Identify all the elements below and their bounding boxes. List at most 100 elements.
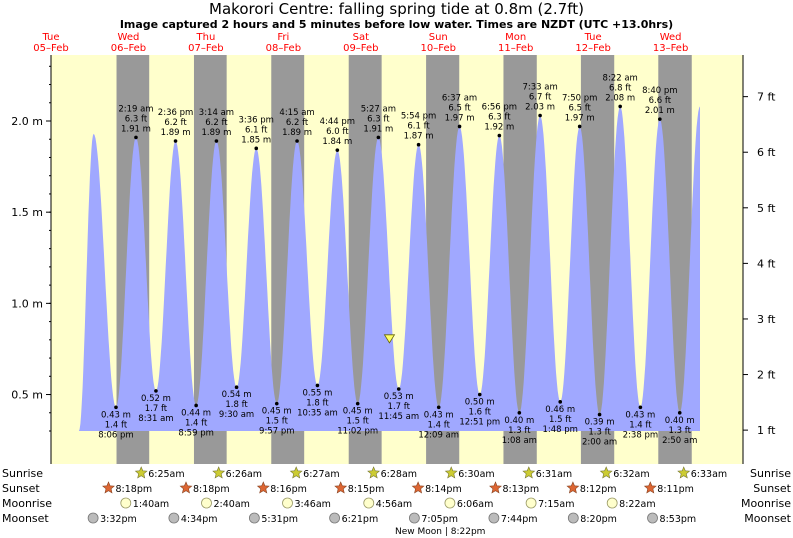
- moonrise-icon: [606, 497, 618, 509]
- sunset-icon: [102, 481, 115, 494]
- sunrise-time: 6:25am: [148, 469, 184, 480]
- extreme-point: [538, 113, 542, 118]
- moonrise-time: 4:56am: [376, 499, 412, 510]
- low-label: 9:57 pm: [259, 427, 294, 437]
- moonrise-icon: [201, 497, 212, 509]
- low-label: 1.4 ft: [428, 420, 451, 430]
- low-label: 11:02 pm: [337, 427, 378, 437]
- sunset-icon: [256, 481, 270, 494]
- moonset-time: 7:05pm: [421, 514, 458, 525]
- high-label: 6.3 ft: [125, 114, 148, 124]
- low-label: 2:38 pm: [623, 430, 658, 440]
- moonrise-time: 1:40am: [133, 499, 169, 510]
- extreme-point: [457, 124, 462, 129]
- high-label: 3:36 pm: [239, 115, 274, 125]
- high-label: 6.0 ft: [326, 127, 349, 137]
- extreme-point: [154, 389, 158, 393]
- sunset-row-label-left: Sunset: [2, 482, 40, 495]
- low-label: 0.54 m: [222, 390, 252, 400]
- extreme-point: [618, 104, 622, 109]
- day-date: 09–Feb: [343, 43, 378, 54]
- low-label: 12:51 pm: [459, 418, 500, 428]
- low-label: 1.6 ft: [469, 408, 492, 418]
- moonrise-icon: [120, 497, 132, 509]
- extreme-point: [477, 392, 482, 397]
- moonset-row-label-right: Moonset: [744, 512, 791, 525]
- low-label: 0.46 m: [545, 405, 575, 415]
- sunrise-row-label-right: Sunrise: [750, 467, 791, 480]
- day-name: Sun: [429, 32, 448, 43]
- left-tick-label: 1.0 m: [11, 297, 43, 310]
- high-label: 6.2 ft: [164, 118, 187, 128]
- extreme-point: [658, 117, 662, 121]
- high-label: 6.6 ft: [649, 96, 672, 106]
- high-label: 4:44 pm: [320, 117, 355, 127]
- low-label: 10:35 am: [297, 408, 338, 418]
- sunrise-icon: [599, 466, 613, 479]
- low-label: 1.8 ft: [225, 400, 248, 410]
- moonset-time: 3:32pm: [100, 514, 137, 525]
- day-name: Fri: [277, 32, 289, 43]
- low-label: 1.4 ft: [185, 418, 208, 428]
- day-date: 12–Feb: [575, 43, 610, 54]
- extreme-point: [173, 139, 178, 143]
- high-label: 1.89 m: [201, 128, 231, 138]
- high-label: 2.08 m: [605, 93, 635, 103]
- moonset-time: 8:20pm: [580, 514, 617, 525]
- day-name: Tue: [584, 32, 602, 43]
- moonrise-time: 6:06am: [457, 499, 493, 510]
- low-label: 0.45 m: [343, 407, 373, 417]
- low-label: 0.44 m: [181, 408, 211, 418]
- day-name: Wed: [118, 32, 140, 43]
- high-label: 6.3 ft: [488, 113, 511, 123]
- day-name: Tue: [41, 32, 59, 43]
- high-label: 6.2 ft: [205, 118, 228, 128]
- right-tick-label: 5 ft: [757, 202, 776, 215]
- high-label: 6.1 ft: [407, 122, 430, 132]
- extreme-point: [376, 135, 381, 140]
- day-name: Wed: [660, 32, 682, 43]
- sunrise-icon: [212, 466, 226, 479]
- low-label: 1.5 ft: [266, 417, 289, 427]
- high-label: 1.91 m: [363, 124, 393, 134]
- right-tick-label: 2 ft: [757, 369, 776, 382]
- low-label: 1.8 ft: [306, 398, 329, 408]
- low-label: 0.43 m: [101, 410, 131, 420]
- day-date: 07–Feb: [188, 43, 223, 54]
- low-label: 0.40 m: [665, 416, 695, 426]
- current-level-marker: [383, 334, 396, 344]
- high-label: 1.97 m: [565, 113, 595, 123]
- extreme-point: [497, 133, 502, 138]
- low-label: 2:50 am: [662, 436, 697, 446]
- low-label: 2:00 am: [582, 438, 617, 448]
- extreme-point: [295, 139, 299, 143]
- chart-subtitle: Image captured 2 hours and 5 minutes bef…: [119, 18, 674, 31]
- sunrise-icon: [522, 466, 536, 479]
- high-label: 1.85 m: [241, 135, 271, 145]
- high-label: 1.97 m: [445, 113, 475, 123]
- low-label: 0.39 m: [585, 418, 615, 428]
- right-tick-label: 1 ft: [757, 424, 776, 437]
- moonset-time: 6:21pm: [342, 514, 379, 525]
- sunset-time: 8:18pm: [116, 484, 153, 495]
- day-name: Mon: [505, 32, 526, 43]
- low-label: 0.43 m: [625, 410, 655, 420]
- high-label: 4:15 am: [279, 108, 314, 118]
- high-label: 1.84 m: [322, 137, 352, 147]
- moonrise-time: 3:46am: [295, 499, 331, 510]
- sunset-time: 8:14pm: [425, 484, 462, 495]
- axes: 0.5 m 1.0 m 1.5 m 2.0 m 1 ft 2 ft 3 ft 4 ft 5 ft…: [11, 55, 776, 464]
- day-date: 08–Feb: [266, 43, 301, 54]
- tide-area: [78, 106, 700, 432]
- extreme-point: [335, 148, 340, 152]
- extreme-point: [234, 385, 239, 390]
- high-label: 8:22 am: [603, 73, 638, 83]
- sunrise-time: 6:28am: [381, 469, 417, 480]
- moonrise-time: 2:40am: [213, 499, 249, 510]
- day-date: 06–Feb: [111, 43, 146, 54]
- new-moon-label: New Moon | 8:22pm: [395, 527, 485, 537]
- high-label: 1.89 m: [282, 128, 312, 138]
- right-tick-label: 4 ft: [757, 257, 776, 270]
- moonrise-row-label-right: Moonrise: [741, 497, 791, 510]
